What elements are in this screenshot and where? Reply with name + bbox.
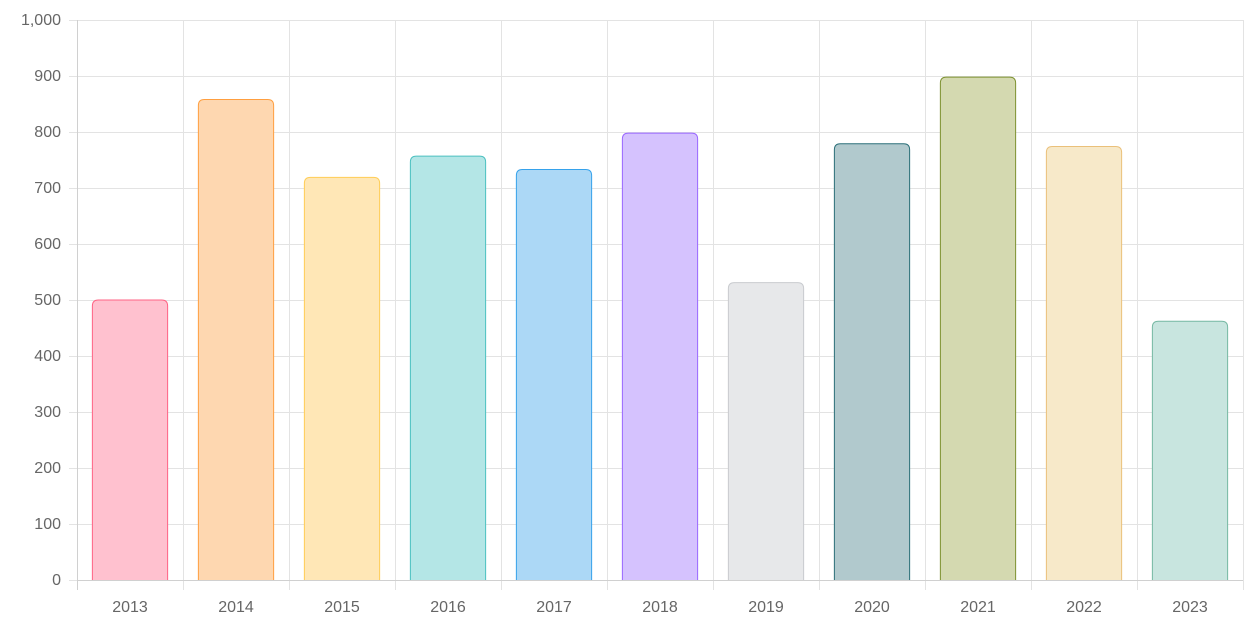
bar-fill	[198, 99, 274, 581]
bar-2022[interactable]	[1045, 146, 1123, 580]
bar-fill	[1152, 321, 1228, 580]
y-axis-tick-labels: 0 100 200 300 400 500 600 700 800 900 1,000	[21, 12, 61, 589]
x-tick-label: 2023	[1172, 599, 1208, 616]
bars	[91, 76, 1229, 581]
bar-fill	[728, 282, 804, 580]
x-tick-label: 2019	[748, 599, 784, 616]
y-tick-label: 500	[34, 292, 61, 309]
bar-outline	[303, 176, 381, 580]
bar-2016[interactable]	[409, 155, 487, 580]
bar-fill	[304, 177, 380, 581]
bar-outline	[621, 132, 699, 580]
bar-outline	[833, 143, 911, 580]
bar-fill	[92, 300, 168, 580]
bar-fill	[1046, 146, 1122, 580]
y-tick-label: 200	[34, 460, 61, 477]
x-tick-label: 2014	[218, 599, 254, 616]
x-tick-label: 2020	[854, 599, 890, 616]
y-tick-label: 100	[34, 516, 61, 533]
bar-outline	[197, 99, 275, 580]
bar-fill	[940, 77, 1016, 581]
bar-outline	[1045, 146, 1123, 580]
bar-fill	[834, 143, 910, 580]
x-tick-label: 2018	[642, 599, 678, 616]
y-tick-label: 900	[34, 68, 61, 85]
bar-fill	[410, 156, 486, 580]
bar-outline	[409, 155, 487, 580]
y-tick-label: 0	[52, 572, 61, 589]
bar-2020[interactable]	[833, 143, 911, 580]
y-tick-label: 400	[34, 348, 61, 365]
y-tick-label: 800	[34, 124, 61, 141]
bar-2014[interactable]	[197, 99, 275, 581]
x-tick-label: 2017	[536, 599, 572, 616]
bar-2013[interactable]	[91, 299, 169, 580]
bar-fill	[516, 169, 592, 580]
bar-outline	[1151, 320, 1229, 580]
x-tick-label: 2021	[960, 599, 996, 616]
x-tick-label: 2015	[324, 599, 360, 616]
x-tick-label: 2013	[112, 599, 148, 616]
bar-2021[interactable]	[939, 76, 1017, 581]
x-tick-label: 2022	[1066, 599, 1102, 616]
bar-2018[interactable]	[621, 132, 699, 580]
bar-fill	[622, 133, 698, 580]
bar-2023[interactable]	[1151, 320, 1229, 580]
x-axis-tick-labels: 2013 2014 2015 2016 2017 2018 2019 2020 2021 2022…	[112, 599, 1208, 616]
y-tick-label: 1,000	[21, 12, 61, 29]
axes	[77, 20, 1243, 590]
bar-2017[interactable]	[515, 169, 593, 580]
bar-outline	[91, 299, 169, 580]
y-tick-label: 600	[34, 236, 61, 253]
bar-outline	[727, 282, 805, 580]
bar-outline	[515, 169, 593, 580]
bar-2015[interactable]	[303, 176, 381, 581]
y-tick-label: 300	[34, 404, 61, 421]
bar-outline	[939, 76, 1017, 580]
y-tick-label: 700	[34, 180, 61, 197]
x-tick-label: 2016	[430, 599, 466, 616]
bar-2019[interactable]	[727, 282, 805, 580]
